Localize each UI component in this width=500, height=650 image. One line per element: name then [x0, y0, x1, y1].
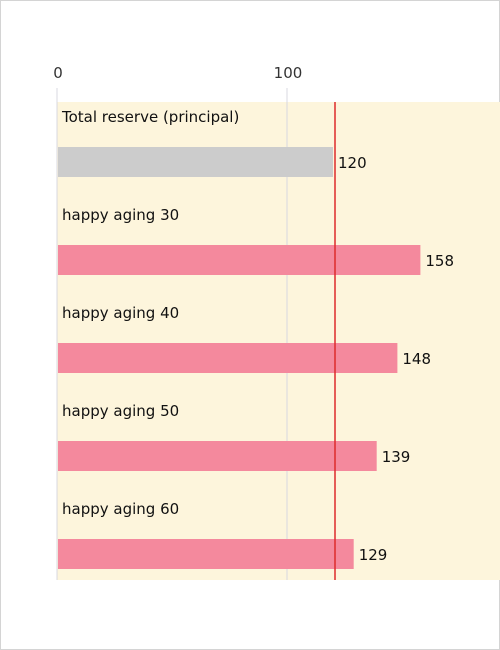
bar	[58, 539, 354, 569]
x-tick-label-100: 100	[274, 64, 303, 82]
category-label: Total reserve (principal)	[61, 108, 239, 126]
value-label: 120	[338, 154, 367, 172]
bar	[58, 245, 421, 275]
x-axis-ticks: 0 100	[53, 64, 302, 82]
category-label: happy aging 30	[62, 206, 179, 224]
value-label: 148	[402, 350, 431, 368]
category-label: happy aging 50	[62, 402, 179, 420]
bar	[58, 343, 398, 373]
bar	[58, 147, 333, 177]
category-label: happy aging 60	[62, 500, 179, 518]
value-label: 129	[359, 546, 388, 564]
value-label: 139	[382, 448, 411, 466]
value-label: 158	[425, 252, 454, 270]
x-tick-label-0: 0	[53, 64, 63, 82]
bar	[58, 441, 377, 471]
bars: Total reserve (principal) 120 happy aging …	[58, 108, 454, 569]
category-label: happy aging 40	[62, 304, 179, 322]
plot-area	[57, 102, 500, 580]
